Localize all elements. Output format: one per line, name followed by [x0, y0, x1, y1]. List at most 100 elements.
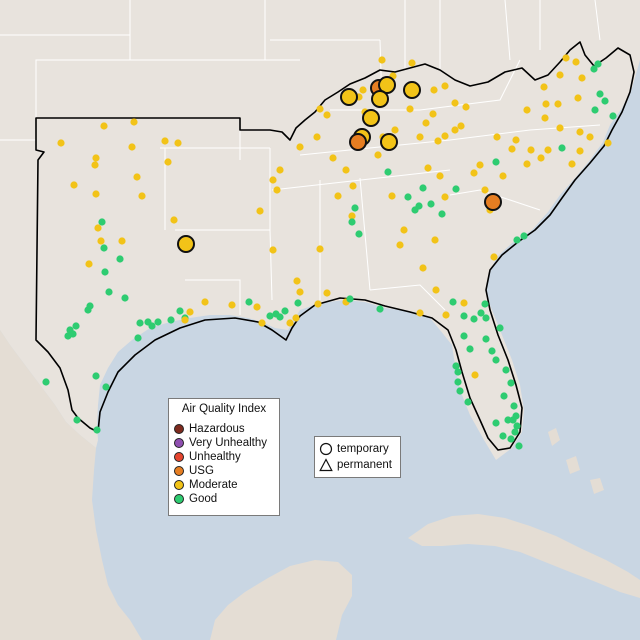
region-outline: [35, 41, 635, 451]
monitor-site: [84, 306, 92, 314]
monitor-site: [348, 212, 356, 220]
monitor-site: [460, 332, 468, 340]
monitor-type-legend: temporary permanent: [314, 436, 401, 478]
monitor-site: [562, 54, 570, 62]
monitor-site: [464, 398, 472, 406]
monitor-site: [93, 426, 101, 434]
legend-label-very-unhealthy: Very Unhealthy: [189, 437, 267, 449]
monitor-site: [154, 318, 162, 326]
monitor-site: [554, 100, 562, 108]
monitor-site: [436, 172, 444, 180]
monitor-site: [118, 237, 126, 245]
monitor-site: [228, 301, 236, 309]
legend-item-hazardous: Hazardous: [174, 422, 245, 436]
swatch-moderate: [174, 480, 184, 490]
monitor-site: [508, 145, 516, 153]
monitor-site: [454, 378, 462, 386]
monitor-sites: [42, 54, 617, 450]
monitor-site: [323, 289, 331, 297]
monitor-site: [253, 303, 261, 311]
monitor-site: [98, 218, 106, 226]
monitor-site: [451, 99, 459, 107]
monitor-site: [269, 176, 277, 184]
monitor-site: [273, 186, 281, 194]
monitor-site: [442, 311, 450, 319]
monitor-site: [314, 300, 322, 308]
monitor-site: [100, 244, 108, 252]
swatch-very-unhealthy: [174, 438, 184, 448]
monitor-site: [488, 347, 496, 355]
monitor-site: [513, 236, 521, 244]
monitor-site: [133, 173, 141, 181]
monitor-site: [101, 268, 109, 276]
monitor-site: [470, 169, 478, 177]
monitor-site: [466, 345, 474, 353]
monitor-site: [432, 286, 440, 294]
aqi-legend: Air Quality Index Hazardous Very Unhealt…: [168, 398, 280, 516]
circle-icon: [319, 442, 333, 456]
monitor-site: [454, 368, 462, 376]
legend-label-hazardous: Hazardous: [189, 423, 245, 435]
monitor-site: [121, 294, 129, 302]
monitor-site-highlighted: [362, 109, 380, 127]
monitor-site: [527, 146, 535, 154]
monitor-site: [296, 288, 304, 296]
monitor-site: [452, 362, 460, 370]
monitor-site: [441, 193, 449, 201]
legend-label-unhealthy: Unhealthy: [189, 451, 241, 463]
monitor-site: [404, 193, 412, 201]
monitor-site: [374, 151, 382, 159]
monitor-site: [174, 139, 182, 147]
legend-item-usg: USG: [174, 464, 214, 478]
monitor-site: [416, 133, 424, 141]
monitor-site: [102, 383, 110, 391]
monitor-site: [138, 192, 146, 200]
monitor-site-highlighted: [403, 81, 421, 99]
monitor-site: [556, 124, 564, 132]
monitor-site: [176, 307, 184, 315]
monitor-site: [266, 312, 274, 320]
monitor-site: [388, 192, 396, 200]
monitor-site: [523, 160, 531, 168]
legend-item-temporary: temporary: [319, 442, 389, 456]
monitor-site: [509, 416, 517, 424]
monitor-site: [92, 154, 100, 162]
monitor-site: [482, 335, 490, 343]
monitor-site: [574, 94, 582, 102]
monitor-site: [164, 158, 172, 166]
swatch-hazardous: [174, 424, 184, 434]
monitor-site: [245, 298, 253, 306]
monitor-site: [349, 182, 357, 190]
legend-label-moderate: Moderate: [189, 479, 238, 491]
swatch-unhealthy: [174, 452, 184, 462]
monitor-site: [136, 319, 144, 327]
monitor-site: [537, 154, 545, 162]
monitor-site: [92, 372, 100, 380]
monitor-site: [457, 122, 465, 130]
monitor-site: [406, 105, 414, 113]
monitor-site: [94, 224, 102, 232]
monitor-site: [438, 210, 446, 218]
monitor-site: [316, 245, 324, 253]
monitor-site: [351, 204, 359, 212]
monitor-site: [590, 65, 598, 73]
monitor-site: [323, 111, 331, 119]
monitor-site: [452, 185, 460, 193]
monitor-site: [427, 200, 435, 208]
monitor-site: [499, 172, 507, 180]
monitor-site: [258, 319, 266, 327]
monitor-site: [391, 126, 399, 134]
monitor-site: [348, 218, 356, 226]
monitor-site: [502, 366, 510, 374]
monitor-site: [342, 166, 350, 174]
land-yucatan: [210, 560, 352, 640]
monitor-site: [604, 139, 612, 147]
monitor-site: [116, 255, 124, 263]
monitor-site: [520, 232, 528, 240]
monitor-site: [296, 143, 304, 151]
monitor-site: [476, 161, 484, 169]
monitor-site: [541, 114, 549, 122]
monitor-site-highlighted: [380, 133, 398, 151]
monitor-site: [72, 322, 80, 330]
monitor-site: [576, 128, 584, 136]
